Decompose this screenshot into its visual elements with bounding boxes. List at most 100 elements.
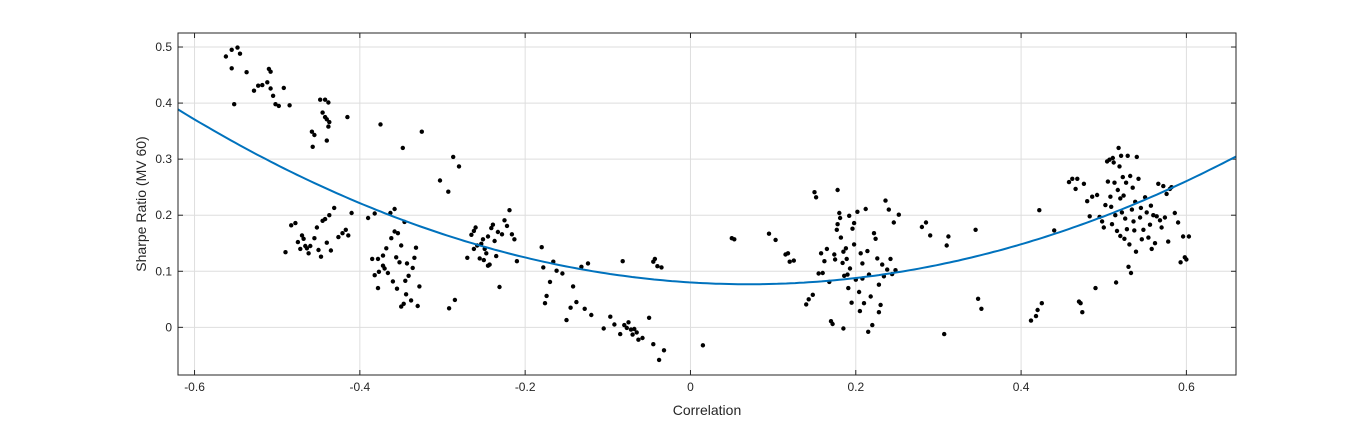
data-point [322, 97, 328, 102]
data-point [1028, 318, 1034, 323]
data-point [1154, 214, 1159, 219]
data-point [832, 252, 837, 257]
data-point [878, 302, 883, 308]
data-point [256, 83, 261, 88]
data-point [1127, 242, 1132, 247]
data-point [837, 215, 843, 221]
data-point [1112, 180, 1117, 185]
data-point [471, 246, 477, 252]
data-point [389, 236, 394, 241]
data-point [471, 228, 477, 234]
data-point [281, 85, 286, 91]
data-point [858, 251, 863, 256]
data-point [283, 250, 288, 255]
data-point [1073, 186, 1078, 192]
data-point [244, 70, 249, 75]
data-point [1178, 260, 1183, 265]
data-point [343, 227, 348, 232]
data-point [568, 305, 573, 310]
data-point [891, 220, 896, 225]
data-point [327, 119, 332, 125]
data-point [1113, 280, 1119, 285]
data-point [1066, 179, 1072, 185]
data-point [1159, 225, 1164, 230]
data-point [229, 47, 234, 52]
data-point [408, 298, 414, 303]
data-point [376, 269, 382, 274]
data-point [1039, 301, 1045, 306]
axis-ticks [178, 33, 1236, 375]
data-point [235, 45, 240, 50]
data-point [885, 267, 890, 272]
data-point [1116, 145, 1121, 151]
x-tick-label: -0.6 [184, 380, 205, 394]
data-point [1103, 202, 1108, 208]
data-point [626, 320, 631, 325]
data-point [419, 129, 424, 134]
data-point [365, 215, 371, 221]
data-point [1087, 214, 1092, 219]
data-point [634, 330, 639, 335]
data-point [465, 255, 470, 260]
data-point [835, 222, 840, 227]
data-point [661, 348, 667, 353]
data-point [1075, 176, 1080, 181]
data-point [1180, 234, 1186, 239]
data-point [919, 224, 925, 230]
data-point [310, 144, 315, 149]
tick-labels: -0.6 -0.4 -0.2 0 0.2 0.4 0.6 0 0.1 0.2 0.3 0.4 0.5 [155, 40, 1195, 394]
y-axis-title: Sharpe Ratio (MV 60) [133, 136, 149, 271]
data-point [494, 253, 499, 259]
data-point [417, 284, 422, 289]
data-point [844, 256, 849, 262]
data-point [838, 235, 844, 240]
data-point [589, 312, 594, 318]
data-point [413, 245, 419, 250]
data-point [1110, 155, 1116, 161]
data-point [437, 178, 443, 183]
data-point [813, 195, 819, 200]
y-tick-label: 0.3 [155, 152, 172, 166]
data-point [223, 54, 229, 59]
data-point [1134, 154, 1140, 160]
data-point [268, 69, 273, 74]
data-point [630, 332, 635, 337]
data-point [312, 236, 317, 241]
data-point [380, 253, 386, 258]
data-point [512, 237, 517, 242]
data-point [732, 237, 737, 242]
data-point [481, 257, 486, 263]
data-point [1156, 181, 1161, 186]
data-point [624, 325, 629, 331]
data-point [824, 246, 830, 252]
data-point [1118, 153, 1124, 158]
data-point [446, 189, 451, 194]
data-point [640, 335, 645, 341]
data-point [399, 304, 404, 309]
data-point [375, 285, 381, 291]
data-point [301, 236, 306, 241]
data-point [1152, 241, 1158, 246]
data-point [628, 327, 634, 332]
data-point [509, 232, 515, 237]
data-point [810, 292, 815, 297]
data-point [289, 223, 294, 228]
data-point [865, 248, 870, 254]
data-point [652, 256, 658, 262]
data-point [888, 256, 893, 262]
data-point [860, 261, 865, 266]
data-point [485, 234, 491, 239]
data-point [1108, 194, 1113, 199]
data-point [893, 268, 898, 273]
data-point [560, 271, 565, 276]
data-point [308, 243, 313, 249]
data-point [871, 231, 877, 236]
data-point [322, 216, 328, 222]
data-point [324, 117, 329, 122]
data-point [923, 220, 929, 225]
data-point [309, 129, 315, 134]
y-tick-label: 0.2 [155, 208, 172, 222]
data-point [1161, 183, 1166, 189]
data-point [232, 102, 237, 107]
